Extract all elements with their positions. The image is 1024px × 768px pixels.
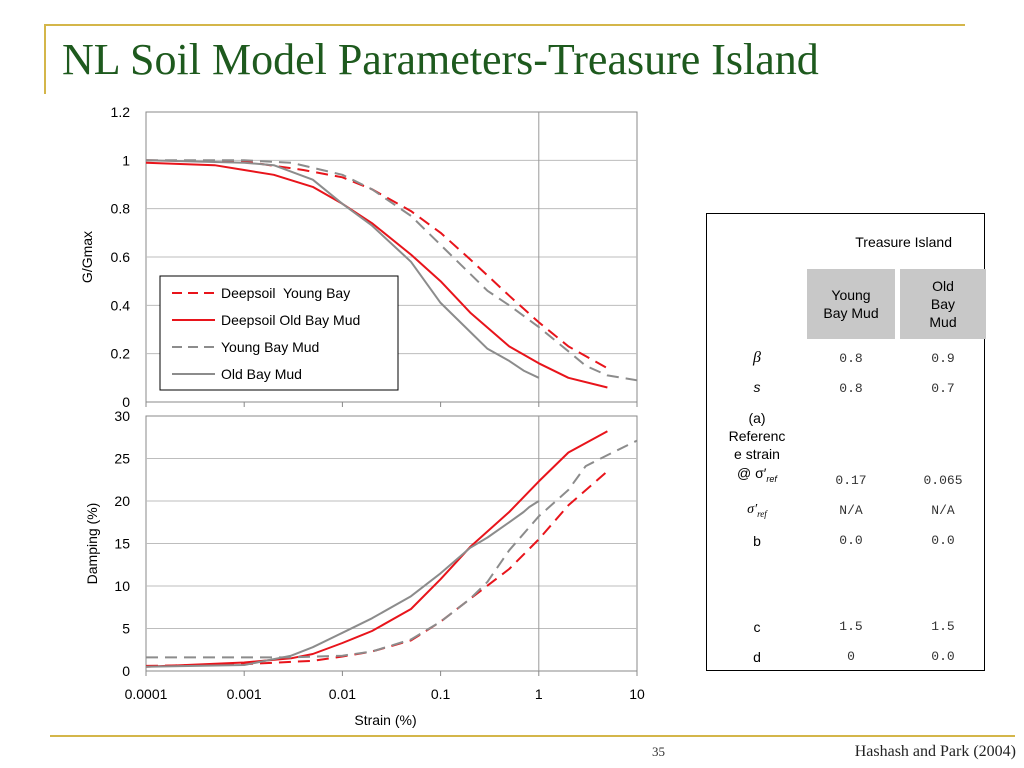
ggmax-ytick-label: 0.8 bbox=[111, 201, 131, 217]
legend-label-3: Old Bay Mud bbox=[221, 366, 302, 382]
legend-label-1: Deepsoil Old Bay Mud bbox=[221, 312, 360, 328]
citation: Hashash and Park (2004) bbox=[854, 743, 1016, 760]
ggmax-ytick-label: 0.4 bbox=[111, 297, 131, 313]
damping-xtick-label: 0.0001 bbox=[125, 686, 168, 702]
cell-s-young: 0.8 bbox=[839, 381, 863, 396]
damping-ytick-label: 25 bbox=[114, 451, 130, 467]
title-rule-top bbox=[44, 24, 965, 26]
damping-xtick-label: 1 bbox=[535, 686, 543, 702]
page-title: NL Soil Model Parameters-Treasure Island bbox=[62, 35, 819, 84]
ggmax-ytick-label: 0 bbox=[122, 394, 130, 410]
title-rule-left bbox=[44, 24, 46, 94]
ggmax-series-line-3 bbox=[145, 159, 540, 379]
damping-series-line-2 bbox=[146, 439, 638, 659]
damping-ytick-label: 0 bbox=[122, 663, 130, 679]
ggmax-y-axis-label: G/Gmax bbox=[79, 231, 95, 283]
damping-ytick-label: 5 bbox=[122, 621, 130, 637]
ggmax-series-line-2 bbox=[146, 159, 638, 382]
cell-sigma-young: N/A bbox=[839, 503, 863, 518]
row-label-b: b bbox=[753, 533, 761, 549]
damping-xtick-label: 0.1 bbox=[431, 686, 451, 702]
cell-s-old: 0.7 bbox=[931, 381, 955, 396]
footer-rule bbox=[50, 735, 1015, 737]
column-header-old-bay-mud: Old Bay Mud bbox=[900, 269, 986, 339]
cell-beta-old: 0.9 bbox=[931, 351, 955, 366]
ggmax-ytick-label: 1.2 bbox=[111, 104, 131, 120]
damping-ytick-label: 30 bbox=[114, 408, 130, 424]
cell-b-old: 0.0 bbox=[931, 533, 955, 548]
row-label-s: s bbox=[753, 379, 761, 395]
parameters-table: Treasure Island Young Bay Mud Old Bay Mu… bbox=[706, 213, 986, 671]
cell-beta-young: 0.8 bbox=[839, 351, 863, 366]
legend-label-0: Deepsoil Young Bay bbox=[221, 285, 350, 301]
damping-ytick-label: 20 bbox=[114, 493, 130, 509]
damping-xtick-label: 0.01 bbox=[329, 686, 356, 702]
damping-series-line-1 bbox=[145, 430, 608, 668]
page-number: 35 bbox=[652, 744, 665, 759]
damping-xtick-label: 10 bbox=[629, 686, 645, 702]
row-label-c: c bbox=[753, 619, 761, 635]
column-header-young-bay-mud: Young Bay Mud bbox=[807, 269, 895, 339]
ggmax-series-line-1 bbox=[145, 161, 608, 389]
ggmax-series-line-0 bbox=[145, 159, 608, 370]
row-label-sigma-ref: σ′ref bbox=[747, 502, 767, 519]
row-label-d: d bbox=[753, 649, 761, 665]
cell-c-old: 1.5 bbox=[931, 619, 955, 634]
damping-ytick-label: 15 bbox=[114, 536, 130, 552]
cell-d-young: 0 bbox=[847, 649, 855, 664]
cell-d-old: 0.0 bbox=[931, 649, 955, 664]
ggmax-ytick-label: 1 bbox=[122, 152, 130, 168]
damping-ytick-label: 10 bbox=[114, 578, 130, 594]
row-label-reference-strain: (a) Referenc e strain @ σ′ref bbox=[728, 410, 786, 484]
ggmax-ytick-label: 0.6 bbox=[111, 249, 131, 265]
damping-x-axis-label: Strain (%) bbox=[354, 712, 416, 728]
cell-sigma-old: N/A bbox=[931, 503, 955, 518]
ggmax-ytick-label: 0.2 bbox=[111, 346, 131, 362]
legend-label-2: Young Bay Mud bbox=[221, 339, 319, 355]
cell-refstrain-young: 0.17 bbox=[835, 473, 867, 488]
damping-series-line-0 bbox=[145, 470, 609, 667]
damping-y-axis-label: Damping (%) bbox=[84, 503, 100, 585]
legend-box bbox=[159, 275, 399, 391]
damping-xtick-label: 0.001 bbox=[227, 686, 262, 702]
cell-b-young: 0.0 bbox=[839, 533, 863, 548]
row-label-beta: β bbox=[753, 349, 761, 366]
cell-c-young: 1.5 bbox=[839, 619, 863, 634]
damping-series-line-3 bbox=[145, 500, 540, 668]
cell-refstrain-old: 0.065 bbox=[923, 473, 963, 488]
